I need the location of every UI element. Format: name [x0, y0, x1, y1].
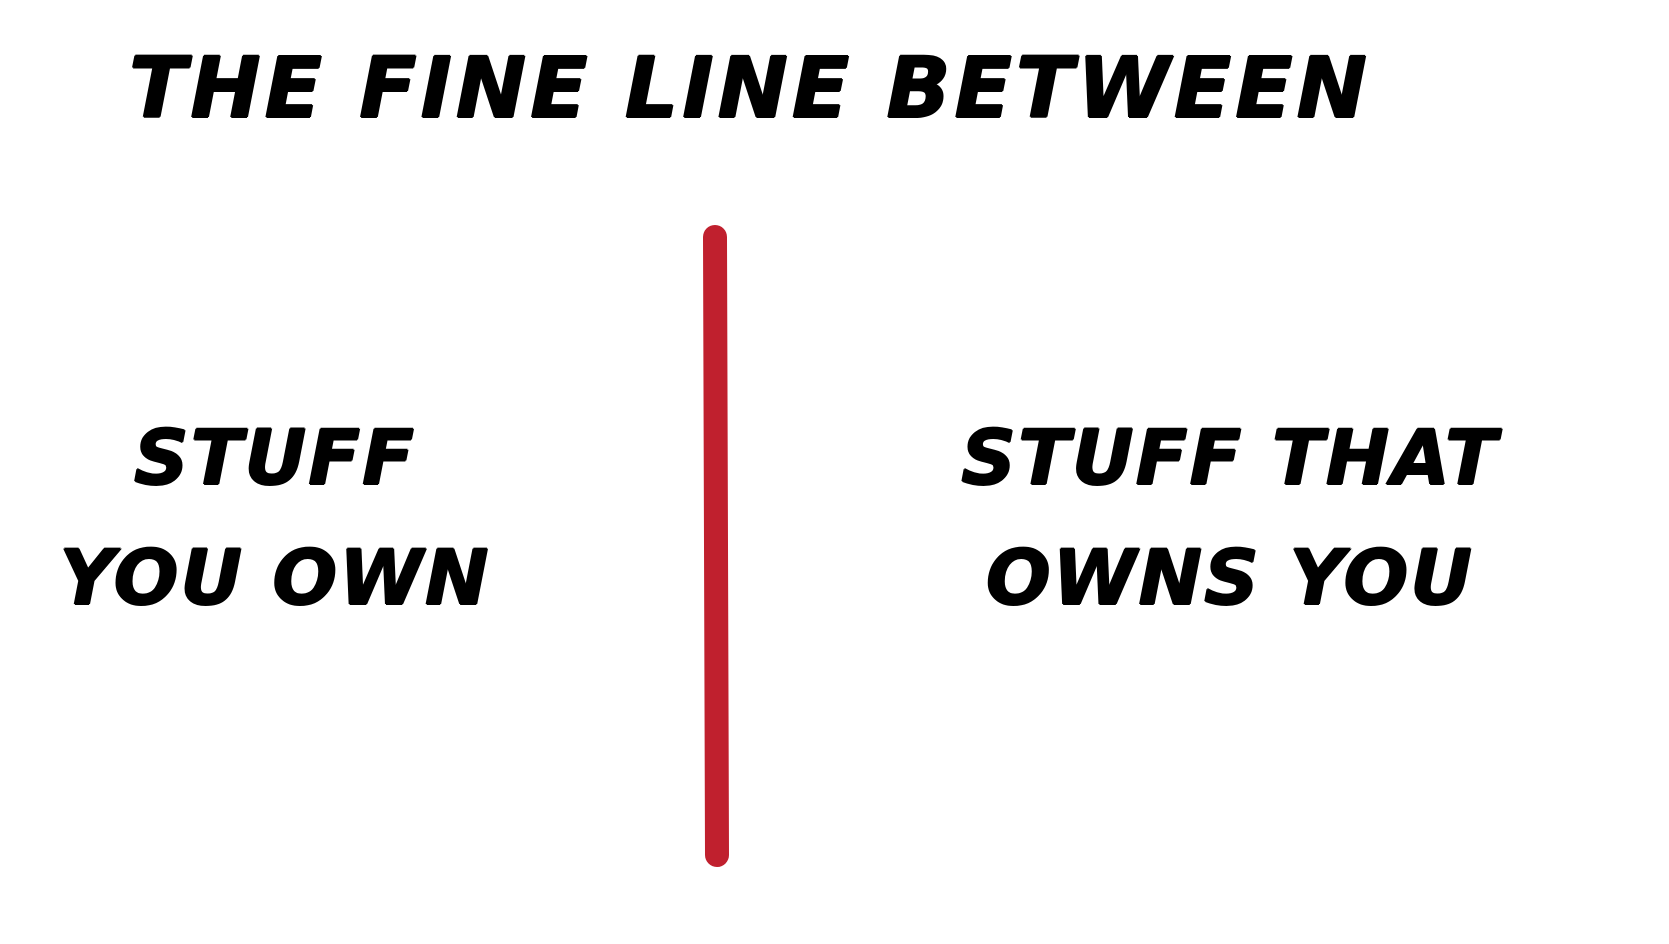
left-label-line-2: you own: [59, 533, 491, 622]
right-label: Stuff that owns you: [900, 420, 1560, 616]
page-title: The fine line between: [129, 39, 1371, 137]
right-label-line-1: Stuff that: [961, 413, 1499, 502]
right-label-line-2: owns you: [986, 533, 1474, 622]
left-label-line-1: Stuff: [133, 413, 417, 502]
left-label: Stuff you own: [20, 420, 530, 616]
divider-stroke: [703, 225, 729, 867]
